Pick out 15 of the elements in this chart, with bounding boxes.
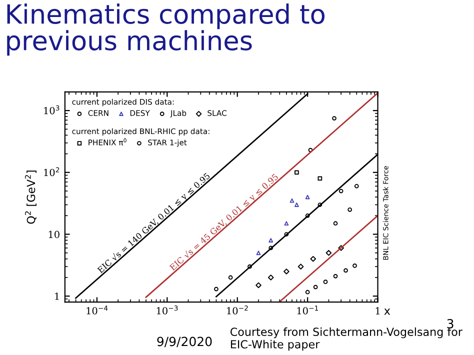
- x-tick-label: 1: [376, 307, 380, 314]
- text: 9/9/2020: [157, 336, 212, 348]
- y-tick-label: 10$^{3}$: [44, 105, 60, 114]
- chart-title: Kinematics compared to previous machines: [7, 4, 324, 56]
- y-axis-title: Q$^{2}$ [GeV$^{2}$]: [24, 170, 36, 224]
- text: Courtesy from Sichtermann-Vogelsang for EIC-White paper: [230, 327, 462, 351]
- text: 3: [447, 318, 454, 328]
- x-axis-title: x: [384, 308, 390, 315]
- x-tick-label: 10$^{−2}$: [227, 306, 248, 314]
- y-tick-label: 10$^{2}$: [44, 167, 60, 176]
- y-tick-label: 10: [48, 230, 60, 238]
- y-tick-label: 1: [55, 292, 59, 300]
- x-tick-label: 10$^{−1}$: [297, 306, 318, 314]
- x-tick-label: 10$^{−3}$: [156, 306, 178, 314]
- x-tick-label: 10$^{−4}$: [86, 306, 108, 314]
